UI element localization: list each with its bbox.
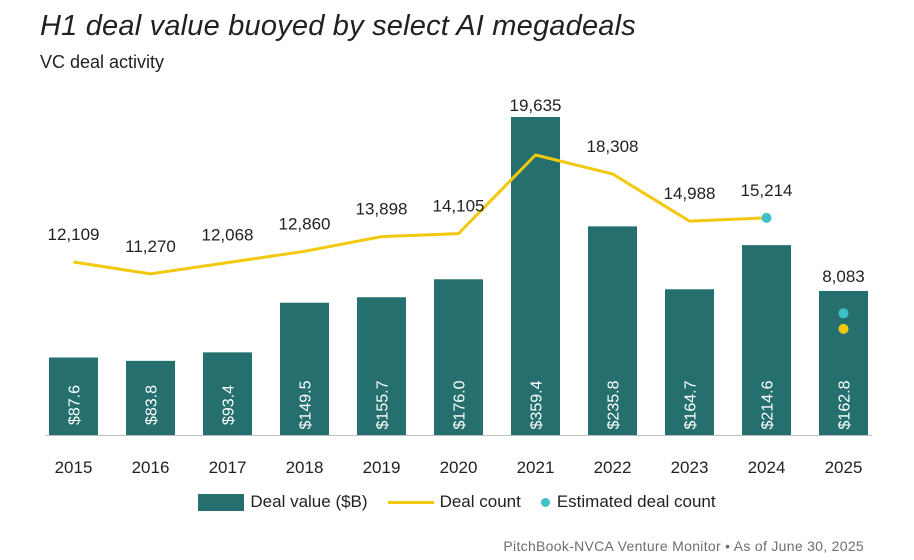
x-tick-label-2022: 2022: [594, 458, 632, 477]
x-tick-label-2025: 2025: [825, 458, 863, 477]
bar-2018: [280, 302, 329, 435]
bar-value-label-2022: $235.8: [606, 380, 623, 429]
bar-2020: [434, 279, 483, 435]
deal-count-label-2018: 12,860: [279, 214, 331, 233]
bar-2015: [49, 357, 98, 435]
legend-item-deal-count: Deal count: [387, 492, 521, 512]
bar-value-label-2020: $176.0: [452, 380, 469, 429]
x-tick-label-2015: 2015: [55, 458, 93, 477]
bar-value-label-2025: $162.8: [837, 380, 854, 429]
deal-count-label-2024: 15,214: [741, 181, 793, 200]
x-tick-label-2018: 2018: [286, 458, 324, 477]
chart-legend: Deal value ($B) Deal count Estimated dea…: [0, 492, 914, 512]
deal-count-label-2016: 11,270: [125, 237, 176, 256]
legend-label-estimated-count: Estimated deal count: [556, 492, 716, 511]
vc-deal-activity-chart: $87.6 $83.8 $93.4 $149.5 $155.7 $176.0 $359.4 $…: [45, 96, 872, 477]
bar-value-label-2015: $87.6: [67, 385, 84, 425]
deal-count-label-2025: 8,083: [822, 267, 865, 286]
x-tick-label-2023: 2023: [671, 458, 709, 477]
bar-2017: [203, 352, 252, 435]
bar-value-label-2021: $359.4: [529, 380, 546, 429]
chart-subtitle: VC deal activity: [40, 52, 165, 72]
estimated-point-2025-1: [838, 308, 849, 319]
deal-count-label-2022: 18,308: [587, 137, 639, 156]
bar-value-label-2017: $93.4: [221, 385, 238, 425]
bar-2023: [665, 289, 714, 435]
estimated-point-2025-2: [838, 323, 849, 334]
deal-count-label-2020: 14,105: [433, 197, 485, 216]
bar-2016: [126, 360, 175, 435]
deal-count-label-2021: 19,635: [510, 96, 562, 115]
estimated-point-2024-0: [761, 212, 772, 223]
bar-value-label-2024: $214.6: [760, 380, 777, 429]
legend-swatch-bar: [198, 493, 245, 511]
legend-swatch-line: [387, 500, 434, 504]
bar-2024: [742, 245, 791, 435]
bar-2019: [357, 297, 406, 435]
deal-count-line: [73, 153, 767, 276]
bar-value-label-2019: $155.7: [375, 380, 392, 429]
x-tick-label-2024: 2024: [748, 458, 786, 477]
deal-count-label-2015: 12,109: [48, 225, 100, 244]
x-tick-label-2021: 2021: [517, 458, 555, 477]
x-tick-label-2020: 2020: [440, 458, 478, 477]
deal-count-label-2019: 13,898: [356, 200, 408, 219]
bar-value-label-2023: $164.7: [683, 380, 700, 429]
legend-label-deal-value: Deal value ($B): [250, 492, 368, 511]
bar-value-label-2018: $149.5: [298, 380, 315, 429]
source-note: PitchBook-NVCA Venture Monitor • As of J…: [503, 538, 864, 554]
deal-count-label-2017: 12,068: [202, 226, 254, 245]
x-tick-label-2016: 2016: [132, 458, 170, 477]
legend-item-deal-value: Deal value ($B): [198, 492, 368, 512]
chart-title: H1 deal value buoyed by select AI megade…: [40, 10, 636, 42]
bar-value-label-2016: $83.8: [144, 385, 161, 425]
legend-item-estimated-count: Estimated deal count: [540, 492, 716, 512]
bar-2022: [588, 226, 637, 435]
legend-swatch-dot: [540, 497, 550, 507]
legend-label-deal-count: Deal count: [439, 492, 521, 511]
deal-count-label-2023: 14,988: [664, 184, 716, 203]
x-tick-label-2019: 2019: [363, 458, 401, 477]
x-tick-label-2017: 2017: [209, 458, 247, 477]
